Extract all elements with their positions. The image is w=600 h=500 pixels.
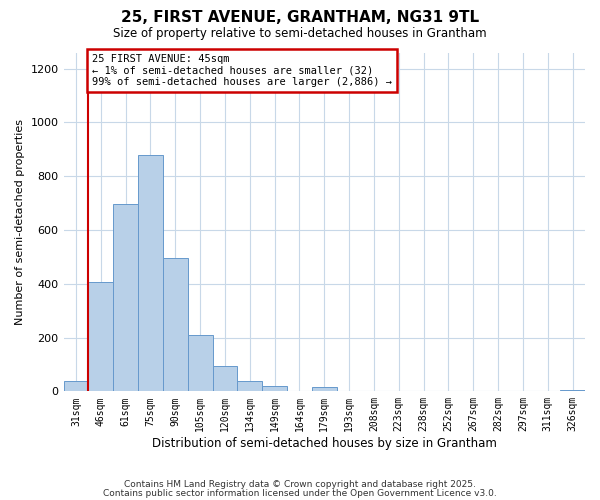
X-axis label: Distribution of semi-detached houses by size in Grantham: Distribution of semi-detached houses by … (152, 437, 497, 450)
Y-axis label: Number of semi-detached properties: Number of semi-detached properties (15, 119, 25, 325)
Bar (64, 380, 88, 392)
Bar (560, 390, 585, 392)
Text: Contains HM Land Registry data © Crown copyright and database right 2025.: Contains HM Land Registry data © Crown c… (124, 480, 476, 489)
Text: 25, FIRST AVENUE, GRANTHAM, NG31 9TL: 25, FIRST AVENUE, GRANTHAM, NG31 9TL (121, 10, 479, 25)
Bar (212, 366, 238, 392)
Bar (238, 380, 262, 392)
Text: Contains public sector information licensed under the Open Government Licence v3: Contains public sector information licen… (103, 489, 497, 498)
Bar (113, 204, 138, 392)
Text: Size of property relative to semi-detached houses in Grantham: Size of property relative to semi-detach… (113, 28, 487, 40)
Text: 25 FIRST AVENUE: 45sqm
← 1% of semi-detached houses are smaller (32)
99% of semi: 25 FIRST AVENUE: 45sqm ← 1% of semi-deta… (92, 54, 392, 87)
Bar (312, 388, 337, 392)
Bar (163, 258, 188, 392)
Bar (88, 282, 113, 392)
Bar (262, 386, 287, 392)
Bar (138, 154, 163, 392)
Bar (188, 335, 212, 392)
